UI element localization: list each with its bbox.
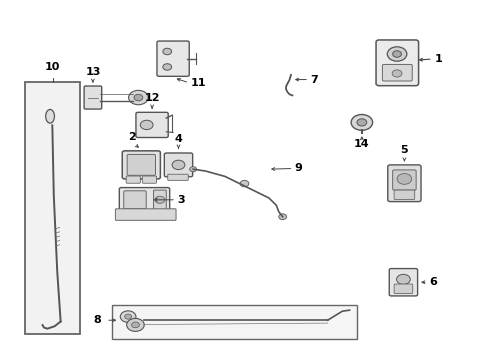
FancyBboxPatch shape: [393, 190, 414, 199]
FancyBboxPatch shape: [375, 40, 418, 86]
Text: 12: 12: [144, 93, 160, 103]
Text: 4: 4: [174, 134, 182, 144]
Circle shape: [391, 70, 401, 77]
FancyBboxPatch shape: [164, 153, 192, 177]
Text: 9: 9: [294, 163, 302, 174]
Circle shape: [278, 214, 286, 220]
FancyBboxPatch shape: [392, 170, 415, 190]
Circle shape: [392, 51, 401, 57]
Circle shape: [240, 180, 248, 187]
FancyBboxPatch shape: [393, 284, 412, 293]
Circle shape: [163, 48, 171, 55]
Text: 7: 7: [310, 75, 318, 85]
Circle shape: [396, 274, 409, 284]
Circle shape: [131, 322, 139, 328]
Bar: [25, 82, 80, 334]
Circle shape: [155, 196, 164, 203]
Text: 13: 13: [85, 67, 101, 77]
FancyBboxPatch shape: [153, 190, 166, 210]
Circle shape: [172, 160, 184, 170]
Text: 11: 11: [190, 78, 206, 88]
Text: 14: 14: [353, 139, 369, 149]
Text: 6: 6: [428, 277, 436, 287]
Text: 10: 10: [45, 62, 61, 72]
Text: 1: 1: [433, 54, 441, 64]
FancyBboxPatch shape: [84, 86, 102, 109]
FancyBboxPatch shape: [142, 176, 156, 183]
Circle shape: [350, 114, 372, 130]
Bar: [112, 305, 356, 339]
Circle shape: [356, 119, 366, 126]
FancyBboxPatch shape: [167, 174, 188, 180]
Circle shape: [126, 318, 144, 331]
Circle shape: [134, 94, 142, 101]
FancyBboxPatch shape: [122, 151, 160, 179]
FancyBboxPatch shape: [115, 209, 176, 220]
Text: 5: 5: [400, 145, 407, 155]
Circle shape: [396, 174, 411, 184]
Text: 8: 8: [93, 315, 101, 325]
Circle shape: [128, 90, 148, 105]
Circle shape: [120, 311, 136, 323]
FancyBboxPatch shape: [126, 176, 140, 183]
FancyBboxPatch shape: [127, 154, 155, 175]
FancyBboxPatch shape: [123, 191, 146, 209]
FancyBboxPatch shape: [388, 269, 417, 296]
FancyBboxPatch shape: [382, 64, 411, 81]
FancyBboxPatch shape: [119, 188, 169, 212]
Circle shape: [140, 120, 153, 130]
Ellipse shape: [45, 109, 54, 123]
Circle shape: [124, 314, 131, 319]
Text: 2: 2: [128, 132, 136, 142]
FancyBboxPatch shape: [387, 165, 420, 202]
Circle shape: [163, 64, 171, 70]
FancyBboxPatch shape: [157, 41, 189, 76]
Circle shape: [189, 167, 196, 172]
FancyBboxPatch shape: [136, 112, 168, 138]
Text: 3: 3: [177, 195, 185, 205]
Circle shape: [386, 47, 406, 61]
